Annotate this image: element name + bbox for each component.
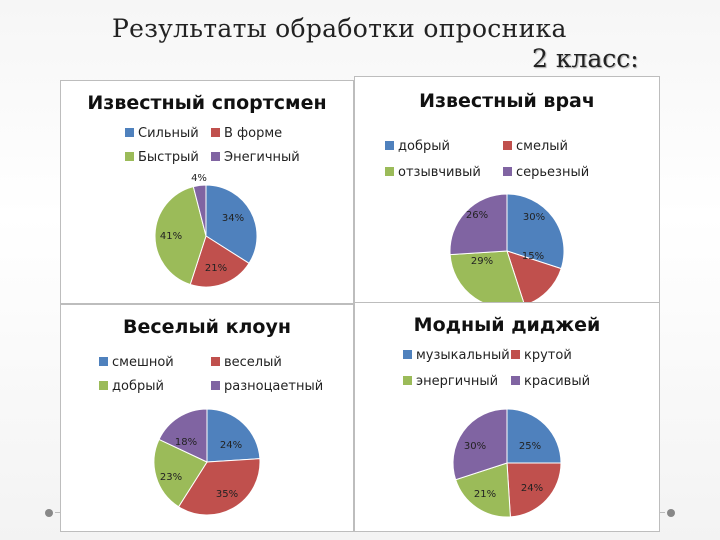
chart-title: Модный диджей xyxy=(414,314,601,336)
legend-label: красивый xyxy=(524,374,590,389)
data-label: 30% xyxy=(464,441,486,452)
chart-title: Известный врач xyxy=(419,90,595,112)
legend-label: серьезный xyxy=(516,165,589,180)
pie-chart-athlete: Известный спортсмен Сильный В форме Быстрый… xyxy=(87,92,327,288)
data-label: 24% xyxy=(220,440,242,451)
legend-swatch xyxy=(125,152,134,161)
data-label: 18% xyxy=(175,437,197,448)
legend-swatch xyxy=(99,381,108,390)
pie-slice xyxy=(506,408,562,464)
pie-slice xyxy=(449,193,508,256)
legend-swatch xyxy=(503,141,512,150)
legend-label: разноцаетный xyxy=(224,379,323,394)
legend-label: смешной xyxy=(112,355,174,370)
legend-swatch xyxy=(385,167,394,176)
page-subtitle: 2 класс: xyxy=(532,44,639,73)
chart-panel-doctor: Известный врач добрый смелый отзывчивый серь… xyxy=(354,76,660,304)
legend-label: Энегичный xyxy=(224,150,300,165)
pie-slice xyxy=(189,235,250,288)
pie-chart-clown: Веселый клоун смешной веселый добрый разноца… xyxy=(99,316,323,516)
data-label: 24% xyxy=(521,483,543,494)
data-label: 41% xyxy=(160,231,182,242)
pie-slice xyxy=(506,193,565,270)
data-label: 15% xyxy=(522,251,544,262)
legend-swatch xyxy=(403,350,412,359)
pie-slice xyxy=(158,408,208,463)
data-label: 30% xyxy=(523,212,545,223)
legend-label: Быстрый xyxy=(138,150,199,165)
legend-swatch xyxy=(125,128,134,137)
legend-swatch xyxy=(511,376,520,385)
pie-slice xyxy=(177,458,261,516)
page-title: Результаты обработки опросника xyxy=(112,14,567,43)
right-bullet-dot xyxy=(667,509,675,517)
legend-swatch xyxy=(211,152,220,161)
data-label: 26% xyxy=(466,210,488,221)
legend-swatch xyxy=(511,350,520,359)
legend-label: смелый xyxy=(516,139,568,154)
pie-chart-dj: Модный диджей музыкальный крутой энергичный… xyxy=(403,314,601,518)
data-label: 21% xyxy=(205,263,227,274)
data-label: 35% xyxy=(216,489,238,500)
data-label: 25% xyxy=(519,441,541,452)
legend-label: добрый xyxy=(112,379,164,394)
chart-title: Известный спортсмен xyxy=(87,92,326,114)
legend-label: добрый xyxy=(398,139,450,154)
pie-slice xyxy=(206,408,261,463)
chart-title: Веселый клоун xyxy=(123,316,291,338)
legend-label: В форме xyxy=(224,126,282,141)
pie-slice xyxy=(449,250,525,303)
legend-label: Сильный xyxy=(138,126,199,141)
pie-slice xyxy=(452,408,508,481)
legend-swatch xyxy=(503,167,512,176)
chart-panel-athlete: Известный спортсмен Сильный В форме Быстрый… xyxy=(60,80,354,304)
pie-chart-doctor: Известный врач добрый смелый отзывчивый серь… xyxy=(385,90,595,303)
pie-slice xyxy=(455,462,511,518)
chart-panel-clown: Веселый клоун смешной веселый добрый разноца… xyxy=(60,304,354,532)
legend-swatch xyxy=(385,141,394,150)
data-label: 4% xyxy=(191,173,207,184)
left-bullet-dot xyxy=(45,509,53,517)
data-label: 23% xyxy=(160,472,182,483)
legend-swatch xyxy=(403,376,412,385)
legend-label: крутой xyxy=(524,348,572,363)
pie-slice xyxy=(506,462,562,518)
legend-swatch xyxy=(211,357,220,366)
legend-label: отзывчивый xyxy=(398,165,481,180)
pie-slice xyxy=(506,250,562,303)
data-label: 34% xyxy=(222,213,244,224)
legend-label: музыкальный xyxy=(416,348,510,363)
chart-panel-dj: Модный диджей музыкальный крутой энергичный… xyxy=(354,302,660,532)
legend-label: веселый xyxy=(224,355,282,370)
data-label: 29% xyxy=(471,256,493,267)
data-label: 21% xyxy=(474,489,496,500)
legend-swatch xyxy=(211,381,220,390)
pie-slice xyxy=(192,184,207,237)
legend-swatch xyxy=(211,128,220,137)
legend-label: энергичный xyxy=(416,374,498,389)
legend-swatch xyxy=(99,357,108,366)
pie-slice xyxy=(154,185,207,286)
